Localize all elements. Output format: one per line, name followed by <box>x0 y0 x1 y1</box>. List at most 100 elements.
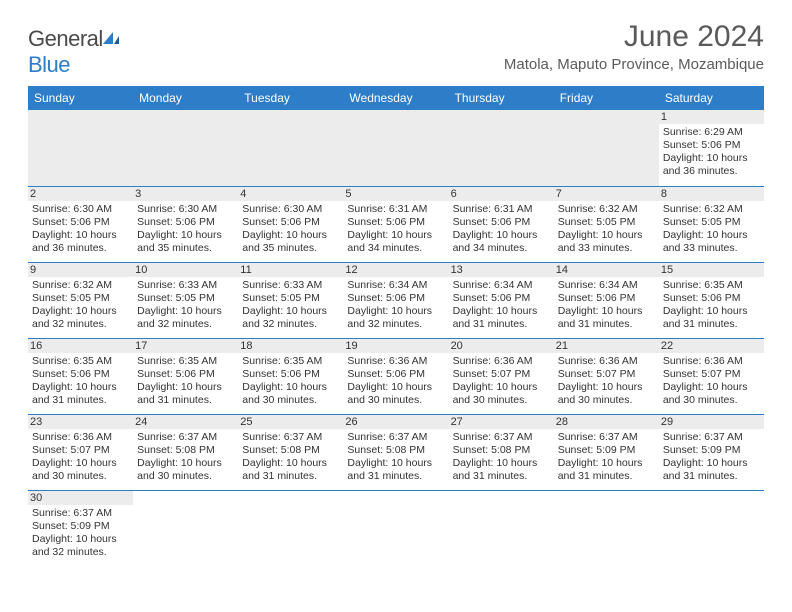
day-cell: 26Sunrise: 6:37 AMSunset: 5:08 PMDayligh… <box>343 414 448 490</box>
day-number: 29 <box>659 415 764 429</box>
sunset-line: Sunset: 5:08 PM <box>453 444 550 457</box>
daylight-min-line: and 32 minutes. <box>242 318 339 331</box>
day-number: 5 <box>343 187 448 201</box>
daylight-min-line: and 32 minutes. <box>347 318 444 331</box>
day-header: Saturday <box>659 86 764 110</box>
sunset-line: Sunset: 5:06 PM <box>347 216 444 229</box>
daylight-line: Daylight: 10 hours <box>347 305 444 318</box>
daylight-line: Daylight: 10 hours <box>242 229 339 242</box>
sunset-line: Sunset: 5:06 PM <box>558 292 655 305</box>
day-cell: 16Sunrise: 6:35 AMSunset: 5:06 PMDayligh… <box>28 338 133 414</box>
day-cell: 27 Sunrise: 6:37 AMSunset: 5:08 PMDayligh… <box>449 414 554 490</box>
day-cell: 23Sunrise: 6:36 AMSunset: 5:07 PMDayligh… <box>28 414 133 490</box>
day-number: 1 <box>659 110 764 124</box>
empty-cell <box>554 110 659 186</box>
daylight-line: Daylight: 10 hours <box>32 457 129 470</box>
sunrise-line: Sunrise: 6:36 AM <box>558 355 655 368</box>
sunset-line: Sunset: 5:07 PM <box>663 368 760 381</box>
empty-cell <box>554 490 659 566</box>
daylight-min-line: and 31 minutes. <box>558 318 655 331</box>
sunrise-line: Sunrise: 6:32 AM <box>663 203 760 216</box>
day-cell: 11Sunrise: 6:33 AMSunset: 5:05 PMDayligh… <box>238 262 343 338</box>
sunset-line: Sunset: 5:08 PM <box>242 444 339 457</box>
daylight-line: Daylight: 10 hours <box>663 152 760 165</box>
daylight-min-line: and 33 minutes. <box>558 242 655 255</box>
sunset-line: Sunset: 5:06 PM <box>32 368 129 381</box>
sunset-line: Sunset: 5:08 PM <box>347 444 444 457</box>
title-block: June 2024 Matola, Maputo Province, Mozam… <box>504 20 764 73</box>
sunset-line: Sunset: 5:05 PM <box>663 216 760 229</box>
sunset-line: Sunset: 5:05 PM <box>137 292 234 305</box>
sunset-line: Sunset: 5:06 PM <box>453 292 550 305</box>
sunrise-line: Sunrise: 6:37 AM <box>453 431 550 444</box>
day-header: Thursday <box>449 86 554 110</box>
sunrise-line: Sunrise: 6:37 AM <box>137 431 234 444</box>
daylight-line: Daylight: 10 hours <box>453 457 550 470</box>
day-header: Tuesday <box>238 86 343 110</box>
sunrise-line: Sunrise: 6:34 AM <box>347 279 444 292</box>
day-cell: 12Sunrise: 6:34 AMSunset: 5:06 PMDayligh… <box>343 262 448 338</box>
sunrise-line: Sunrise: 6:37 AM <box>663 431 760 444</box>
day-number: 28 <box>554 415 659 429</box>
day-cell: 7Sunrise: 6:32 AMSunset: 5:05 PMDaylight… <box>554 186 659 262</box>
sunset-line: Sunset: 5:06 PM <box>663 292 760 305</box>
daylight-min-line: and 31 minutes. <box>32 394 129 407</box>
day-cell: 22Sunrise: 6:36 AMSunset: 5:07 PMDayligh… <box>659 338 764 414</box>
day-number: 17 <box>133 339 238 353</box>
day-number: 19 <box>343 339 448 353</box>
daylight-line: Daylight: 10 hours <box>32 305 129 318</box>
sunset-line: Sunset: 5:07 PM <box>32 444 129 457</box>
empty-cell <box>28 110 133 186</box>
sunset-line: Sunset: 5:06 PM <box>453 216 550 229</box>
daylight-line: Daylight: 10 hours <box>663 457 760 470</box>
day-number: 14 <box>554 263 659 277</box>
day-number: 9 <box>28 263 133 277</box>
daylight-line: Daylight: 10 hours <box>453 229 550 242</box>
daylight-min-line: and 30 minutes. <box>558 394 655 407</box>
daylight-line: Daylight: 10 hours <box>32 381 129 394</box>
daylight-line: Daylight: 10 hours <box>663 381 760 394</box>
brand-logo: GeneralBlue <box>28 26 121 78</box>
day-header: Friday <box>554 86 659 110</box>
daylight-line: Daylight: 10 hours <box>137 457 234 470</box>
day-number: 27 <box>449 415 554 429</box>
daylight-line: Daylight: 10 hours <box>137 381 234 394</box>
daylight-line: Daylight: 10 hours <box>137 305 234 318</box>
sunrise-line: Sunrise: 6:37 AM <box>347 431 444 444</box>
day-number: 12 <box>343 263 448 277</box>
day-cell: 14Sunrise: 6:34 AMSunset: 5:06 PMDayligh… <box>554 262 659 338</box>
empty-cell <box>133 490 238 566</box>
day-header-row: SundayMondayTuesdayWednesdayThursdayFrid… <box>28 86 764 110</box>
daylight-line: Daylight: 10 hours <box>347 229 444 242</box>
day-cell: 5Sunrise: 6:31 AMSunset: 5:06 PMDaylight… <box>343 186 448 262</box>
day-cell: 21Sunrise: 6:36 AMSunset: 5:07 PMDayligh… <box>554 338 659 414</box>
sunset-line: Sunset: 5:05 PM <box>558 216 655 229</box>
daylight-min-line: and 31 minutes. <box>453 318 550 331</box>
daylight-min-line: and 31 minutes. <box>663 470 760 483</box>
day-cell: 10Sunrise: 6:33 AMSunset: 5:05 PMDayligh… <box>133 262 238 338</box>
sunrise-line: Sunrise: 6:32 AM <box>558 203 655 216</box>
logo-sail-icon <box>101 26 121 42</box>
sunrise-line: Sunrise: 6:30 AM <box>242 203 339 216</box>
daylight-min-line: and 35 minutes. <box>242 242 339 255</box>
sunset-line: Sunset: 5:09 PM <box>663 444 760 457</box>
day-number: 22 <box>659 339 764 353</box>
day-cell: 9Sunrise: 6:32 AMSunset: 5:05 PMDaylight… <box>28 262 133 338</box>
daylight-min-line: and 32 minutes. <box>137 318 234 331</box>
day-cell: 29 Sunrise: 6:37 AMSunset: 5:09 PMDayligh… <box>659 414 764 490</box>
empty-cell <box>343 110 448 186</box>
daylight-min-line: and 30 minutes. <box>663 394 760 407</box>
daylight-min-line: and 30 minutes. <box>453 394 550 407</box>
day-number: 8 <box>659 187 764 201</box>
day-number: 11 <box>238 263 343 277</box>
day-number: 2 <box>28 187 133 201</box>
daylight-line: Daylight: 10 hours <box>347 457 444 470</box>
daylight-min-line: and 36 minutes. <box>663 165 760 178</box>
daylight-min-line: and 36 minutes. <box>32 242 129 255</box>
empty-cell <box>449 110 554 186</box>
daylight-min-line: and 32 minutes. <box>32 318 129 331</box>
day-cell: 6Sunrise: 6:31 AMSunset: 5:06 PMDaylight… <box>449 186 554 262</box>
brand-blue: Blue <box>28 52 70 77</box>
sunset-line: Sunset: 5:06 PM <box>663 139 760 152</box>
empty-cell <box>659 490 764 566</box>
